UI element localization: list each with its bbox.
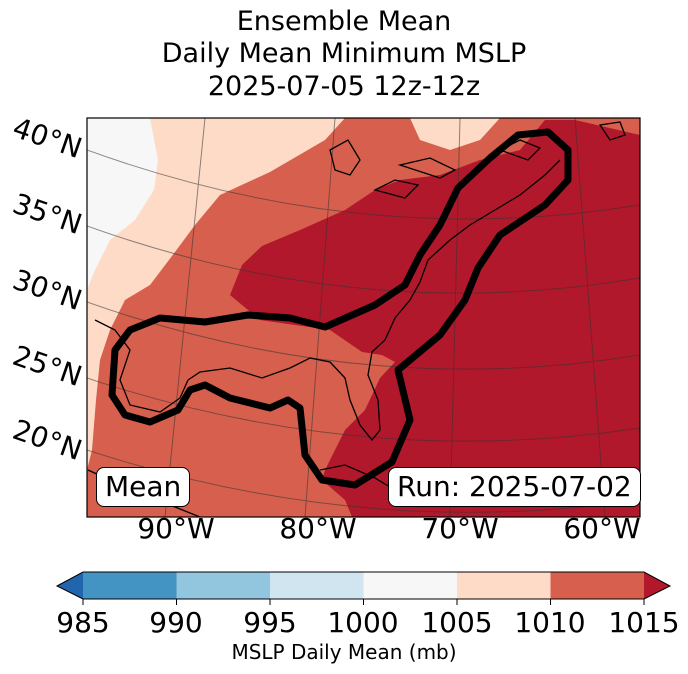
map-panel [87, 118, 640, 517]
colorbar-bin-990-995 [176, 572, 270, 599]
region-medium-red [87, 118, 640, 517]
colorbar-bin-1000-1005 [363, 572, 457, 599]
lon-label-60: 60°W [563, 512, 641, 545]
colorbar-tick-985: 985 [56, 606, 110, 639]
title-line-1: Ensemble Mean [236, 6, 452, 37]
region-light-peach-ne [410, 118, 500, 150]
contour-1005 [108, 128, 572, 489]
lon-label-90: 90°W [137, 512, 215, 545]
colorbar-extend-high [644, 572, 670, 599]
colorbar-tick-1015: 1015 [608, 606, 680, 639]
lon-label-80: 80°W [279, 512, 357, 545]
title-line-2: Daily Mean Minimum MSLP [161, 38, 527, 69]
lon-label-70: 70°W [421, 512, 499, 545]
colorbar-bin-1010-1015 [550, 572, 644, 599]
colorbar-tick-1005: 1005 [421, 606, 493, 639]
mean-label-box: Mean [96, 467, 191, 507]
colorbar-bin-985-990 [83, 572, 177, 599]
map-frame [86, 117, 641, 518]
colorbar-bin-995-1000 [270, 572, 364, 599]
colorbar-extend-low [57, 572, 83, 599]
colorbar-bin-1005-1010 [457, 572, 551, 599]
colorbar [55, 571, 672, 605]
colorbar-tick-995: 995 [243, 606, 297, 639]
run-label-box: Run: 2025-07-02 [388, 467, 641, 507]
colorbar-label: MSLP Daily Mean (mb) [231, 640, 457, 664]
region-white [87, 118, 158, 290]
colorbar-tick-1000: 1000 [327, 606, 399, 639]
title-line-3: 2025-07-05 12z-12z [207, 71, 481, 102]
colorbar-tick-990: 990 [149, 606, 203, 639]
colorbar-tick-1010: 1010 [514, 606, 586, 639]
region-light-peach [87, 118, 345, 470]
